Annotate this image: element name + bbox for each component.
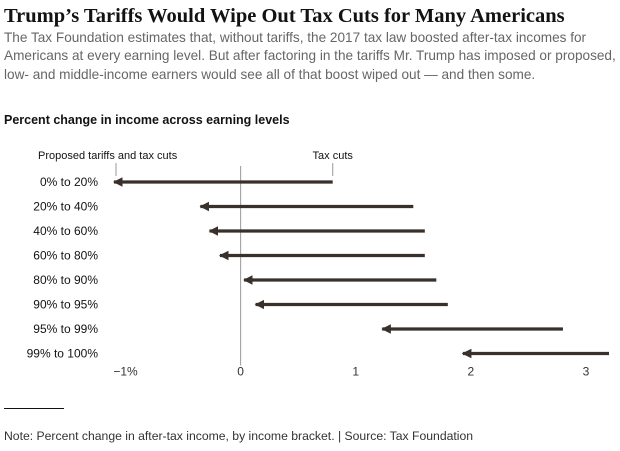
x-tick-label: 0 (237, 365, 244, 379)
category-label: 99% to 100% (27, 347, 99, 361)
category-label: 0% to 20% (40, 175, 98, 189)
footer-rule (4, 408, 64, 409)
category-label: 90% to 95% (33, 298, 98, 312)
category-label: 20% to 40% (33, 200, 98, 214)
chart-subtitle: The Tax Foundation estimates that, witho… (4, 30, 616, 82)
x-axis-ticks: −1% 0 1 2 3 (113, 365, 589, 379)
x-tick-label: 3 (583, 365, 590, 379)
arrows (113, 177, 609, 359)
chart-title: Trump’s Tariffs Would Wipe Out Tax Cuts … (4, 5, 565, 27)
end-label: Proposed tariffs and tax cuts (38, 150, 178, 162)
chart-heading: Percent change in income across earning … (4, 113, 290, 127)
category-label: 80% to 90% (33, 273, 98, 287)
start-label: Tax cuts (313, 150, 354, 162)
x-tick-label: 2 (468, 365, 475, 379)
source-note: Note: Percent change in after-tax income… (4, 429, 474, 443)
category-label: 60% to 80% (33, 249, 98, 263)
x-tick-label: 1 (352, 365, 359, 379)
annotations: Proposed tariffs and tax cuts Tax cuts (38, 150, 353, 176)
category-labels: 0% to 20% 20% to 40% 40% to 60% 60% to 80% 8… (27, 175, 99, 361)
x-tick-label: −1% (113, 365, 138, 379)
category-label: 40% to 60% (33, 224, 98, 238)
arrow-chart: −1% 0 1 2 3 0% to 20% 20% to 40% 40% to 60% 60%… (27, 150, 609, 379)
category-label: 95% to 99% (33, 322, 98, 336)
